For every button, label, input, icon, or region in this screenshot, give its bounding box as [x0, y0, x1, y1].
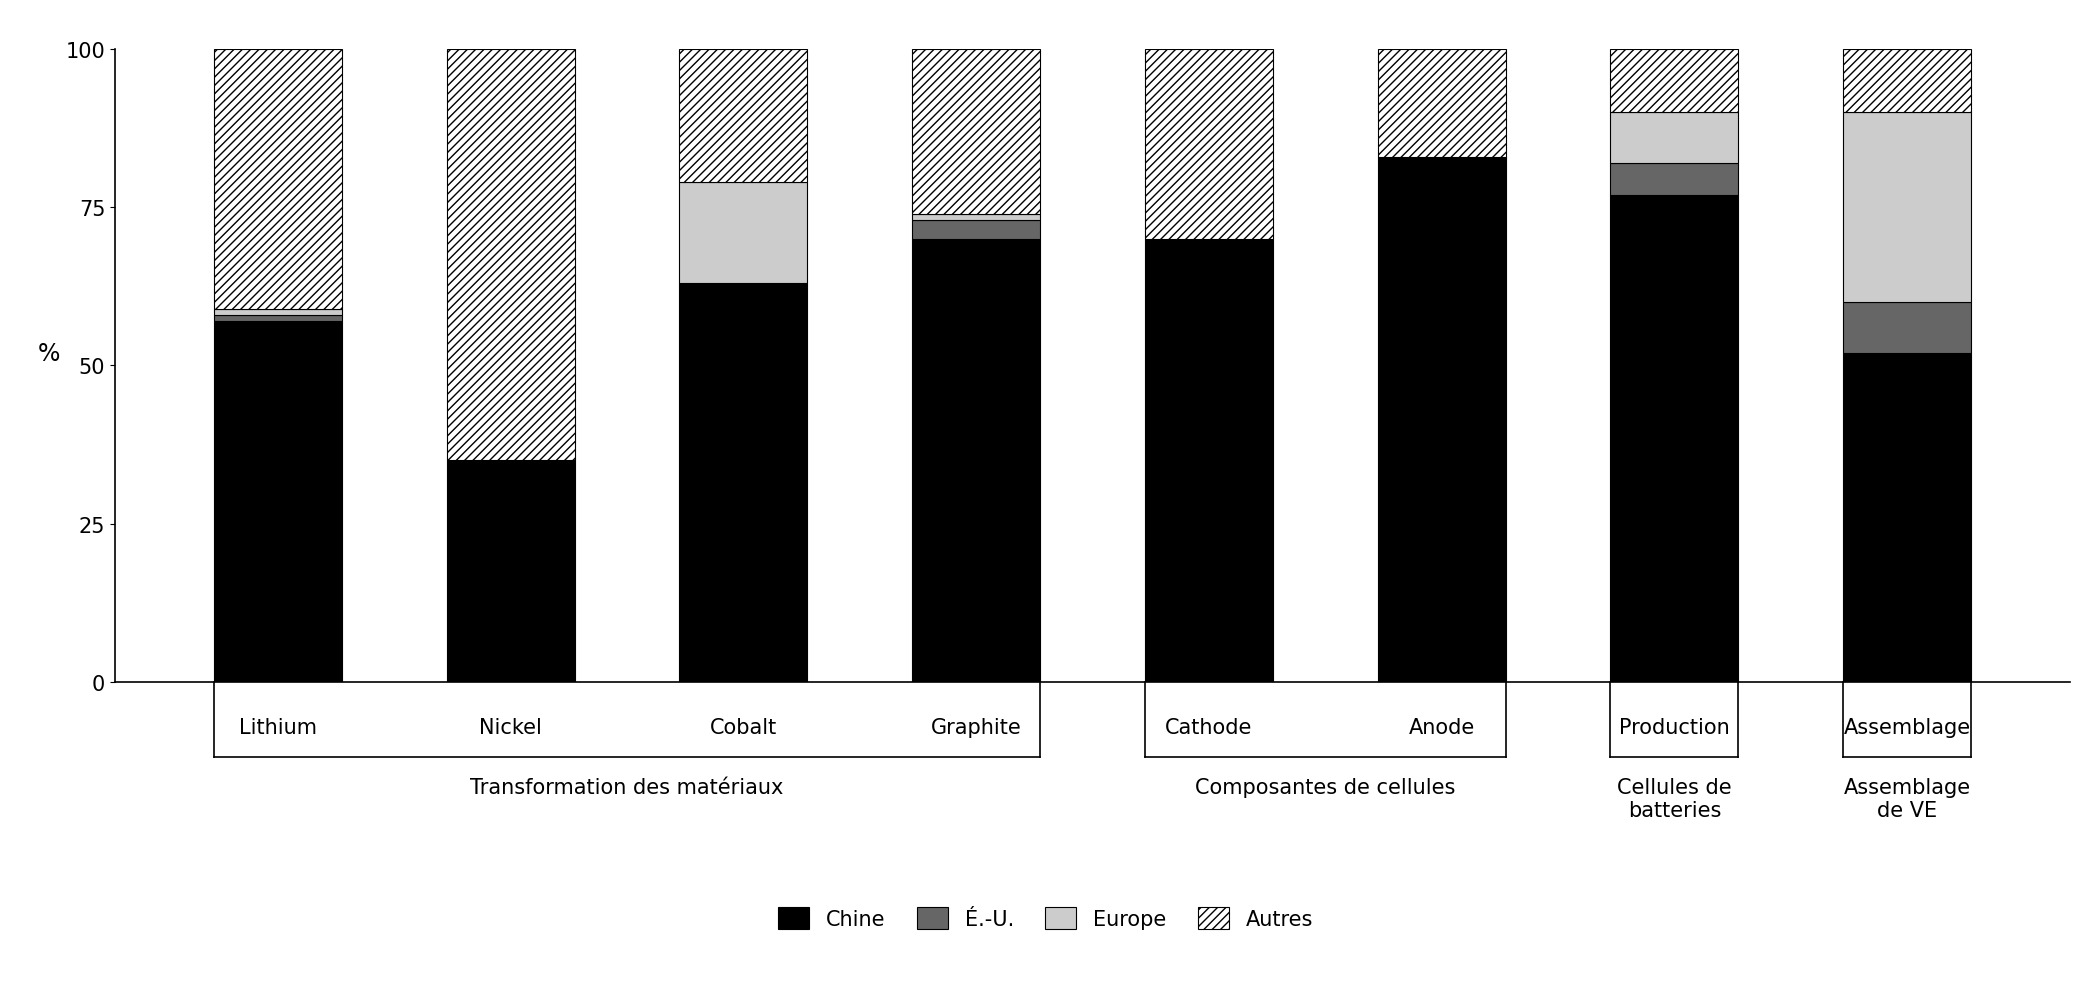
Text: Anode: Anode	[1409, 717, 1474, 737]
Bar	[1842, 353, 1972, 682]
Bar	[912, 50, 1039, 215]
Text: Graphite: Graphite	[930, 717, 1022, 737]
Bar	[1842, 50, 1972, 113]
Bar	[1610, 163, 1738, 196]
Y-axis label: %: %	[38, 342, 61, 366]
Bar	[213, 50, 343, 309]
Bar	[912, 221, 1039, 240]
Bar	[213, 322, 343, 682]
Text: Production: Production	[1618, 717, 1729, 737]
Text: Composantes de cellules: Composantes de cellules	[1196, 777, 1455, 797]
Bar	[213, 316, 343, 322]
Text: Cellules de
batteries: Cellules de batteries	[1616, 777, 1731, 820]
Bar	[1378, 157, 1506, 682]
Bar	[1610, 113, 1738, 163]
Text: Assemblage: Assemblage	[1844, 717, 1970, 737]
Legend: Chine, É.-U., Europe, Autres: Chine, É.-U., Europe, Autres	[769, 899, 1322, 938]
Bar	[1842, 113, 1972, 303]
Text: Nickel: Nickel	[479, 717, 542, 737]
Bar	[1610, 50, 1738, 113]
Text: Assemblage
de VE: Assemblage de VE	[1844, 777, 1970, 820]
Bar	[1610, 196, 1738, 682]
Text: Cathode: Cathode	[1165, 717, 1253, 737]
Bar	[1842, 303, 1972, 353]
Bar	[912, 215, 1039, 221]
Bar	[680, 284, 807, 682]
Bar	[213, 309, 343, 316]
Text: Transformation des matériaux: Transformation des matériaux	[470, 777, 784, 797]
Bar	[912, 240, 1039, 682]
Text: Lithium: Lithium	[238, 717, 318, 737]
Bar	[1378, 50, 1506, 157]
Bar	[1146, 240, 1273, 682]
Text: Cobalt: Cobalt	[709, 717, 778, 737]
Bar	[680, 50, 807, 183]
Bar	[1146, 50, 1273, 240]
Bar	[447, 50, 575, 461]
Bar	[447, 461, 575, 682]
Bar	[680, 183, 807, 284]
